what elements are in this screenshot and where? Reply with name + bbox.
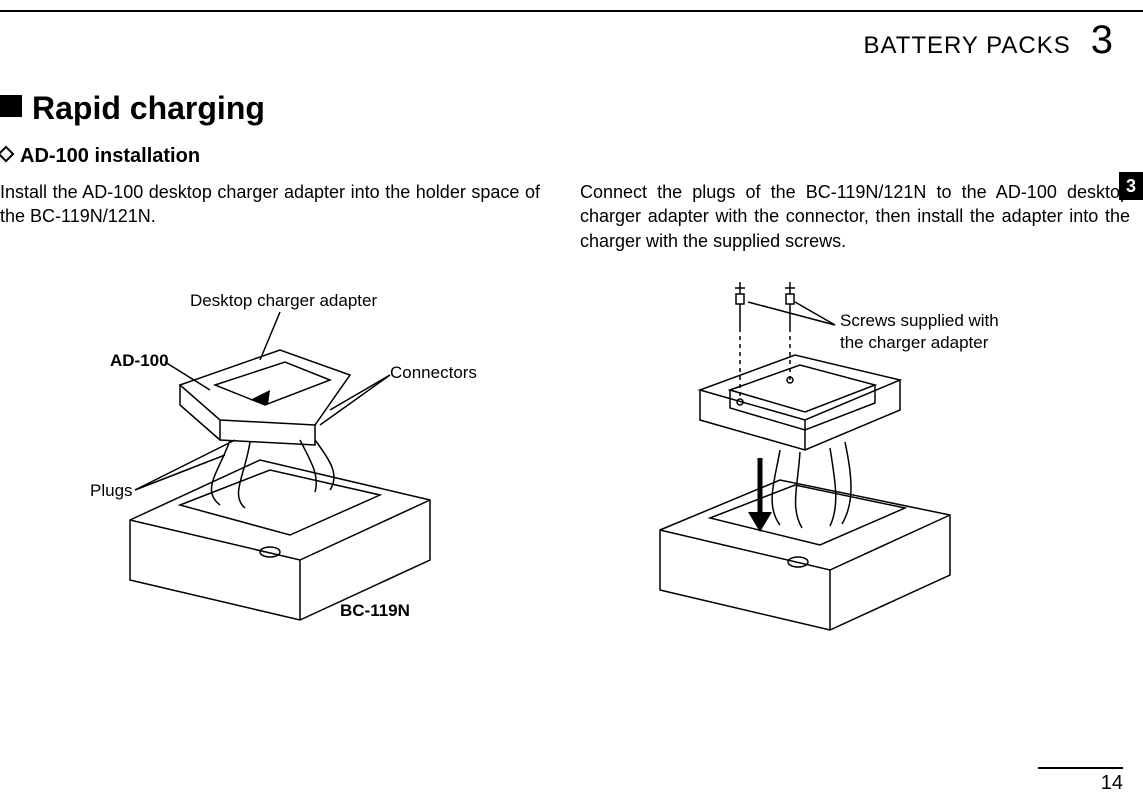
footer-rule <box>1038 767 1123 769</box>
body-text-left: Install the AD-100 desktop charger adapt… <box>0 180 540 229</box>
sub-section-text: AD-100 installation <box>20 145 200 167</box>
body-text-right: Connect the plugs of the BC-119N/121N to… <box>580 180 1130 253</box>
header-chapter: 3 <box>1091 18 1113 63</box>
figure-right: Screws supplied with the charger adapter <box>630 280 1090 650</box>
diamond-icon <box>0 146 14 163</box>
section-marker-icon <box>0 95 22 117</box>
page-header: BATTERY PACKS 3 <box>863 18 1113 63</box>
side-chapter-tab: 3 <box>1119 172 1143 200</box>
header-section: BATTERY PACKS <box>863 32 1070 60</box>
sub-section-title: AD-100 installation <box>0 145 200 168</box>
top-rule <box>0 10 1143 12</box>
figure-right-drawing <box>630 280 1090 650</box>
section-title-text: Rapid charging <box>32 90 265 126</box>
section-title: Rapid charging <box>0 90 265 127</box>
figure-left: Desktop charger adapter AD-100 Connector… <box>70 290 510 650</box>
figure-left-drawing <box>70 290 510 650</box>
page-number: 14 <box>1101 772 1123 795</box>
